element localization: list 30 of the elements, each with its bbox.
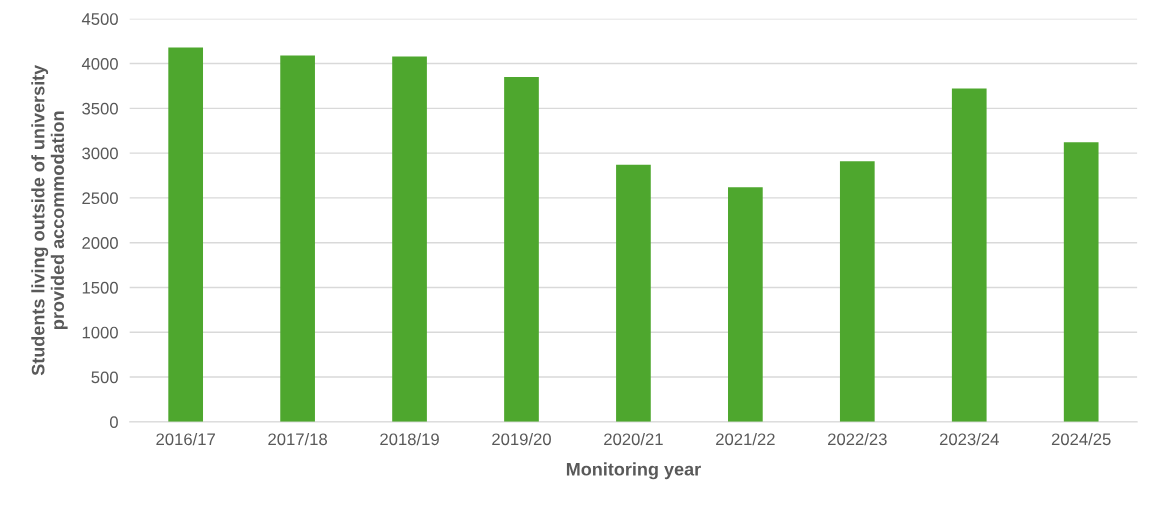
x-tick-label: 2018/19 [380,432,439,446]
x-tick-label: 2024/25 [1051,432,1111,446]
x-tick-label: 2021/22 [716,432,775,446]
x-axis-title: Monitoring year [566,462,701,480]
y-tick-label: 4500 [81,13,118,25]
y-axis-title: Students living outside of university provided accommodation [31,64,68,376]
bar [168,47,204,422]
bar [392,56,427,422]
y-tick-label: 4000 [81,57,118,70]
x-tick-label: 2022/23 [828,432,887,446]
x-tick-label: 2020/21 [604,432,663,446]
y-tick-label: 1500 [82,281,118,294]
y-tick-label: 0 [109,416,118,429]
y-tick-label: 3000 [82,147,118,160]
x-tick-label: 2019/20 [492,432,551,446]
bar [951,88,987,422]
x-tick-label: 2017/18 [268,432,328,446]
bar [839,161,875,422]
x-tick-label: 2016/17 [156,432,215,446]
x-tick-label: 2023/24 [939,432,999,446]
bar [504,76,539,422]
y-tick-label: 2500 [82,192,118,205]
bar [1063,142,1099,422]
y-tick-label: 500 [91,371,118,384]
y-tick-label: 1000 [82,326,118,339]
y-tick-label: 3500 [82,102,118,115]
bar [616,164,651,422]
bar [280,55,315,422]
y-tick-label: 2000 [82,237,118,249]
bar [728,187,763,422]
